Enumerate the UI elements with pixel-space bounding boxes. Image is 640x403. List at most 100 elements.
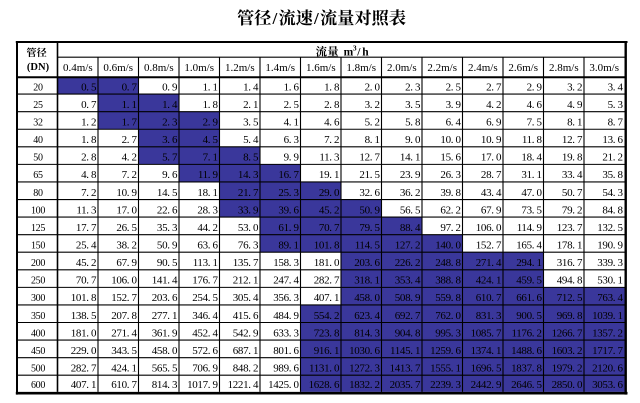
svg-text:388. 8: 388. 8 <box>435 275 461 287</box>
svg-text:3. 5: 3. 5 <box>405 99 421 111</box>
svg-text:452. 4: 452. 4 <box>192 327 218 339</box>
svg-text:623. 4: 623. 4 <box>354 310 380 322</box>
svg-text:9. 9: 9. 9 <box>284 152 300 164</box>
svg-text:50. 9: 50. 9 <box>157 240 178 252</box>
svg-text:610. 7: 610. 7 <box>111 379 137 391</box>
svg-text:67. 9: 67. 9 <box>481 204 502 216</box>
svg-text:152. 7: 152. 7 <box>476 240 502 252</box>
svg-text:40: 40 <box>33 135 43 146</box>
svg-text:3. 9: 3. 9 <box>446 99 462 111</box>
svg-text:1221. 4: 1221. 4 <box>228 379 259 391</box>
svg-text:50: 50 <box>33 153 43 164</box>
svg-text:79. 5: 79. 5 <box>359 222 380 234</box>
svg-text:62. 2: 62. 2 <box>440 204 460 216</box>
svg-text:3053. 6: 3053. 6 <box>592 379 623 391</box>
svg-text:25. 4: 25. 4 <box>76 240 97 252</box>
svg-text:(DN): (DN) <box>27 62 50 73</box>
svg-text:26. 5: 26. 5 <box>116 222 137 234</box>
svg-text:2239. 3: 2239. 3 <box>430 379 461 391</box>
svg-text:407. 1: 407. 1 <box>71 379 96 391</box>
svg-text:36. 2: 36. 2 <box>400 187 420 199</box>
svg-text:181. 0: 181. 0 <box>71 327 97 339</box>
svg-text:2. 8: 2. 8 <box>81 152 97 164</box>
svg-text:0.4m/s: 0.4m/s <box>63 62 93 74</box>
svg-text:282. 7: 282. 7 <box>71 363 97 375</box>
svg-text:4. 9: 4. 9 <box>567 99 583 111</box>
svg-text:1357. 2: 1357. 2 <box>592 327 623 339</box>
svg-text:814. 3: 814. 3 <box>354 327 380 339</box>
svg-text:3. 5: 3. 5 <box>243 117 259 129</box>
svg-text:35. 3: 35. 3 <box>157 222 178 234</box>
svg-text:1555. 1: 1555. 1 <box>430 363 461 375</box>
svg-text:2. 7: 2. 7 <box>122 134 138 146</box>
svg-text:530. 1: 530. 1 <box>597 275 622 287</box>
svg-text:11. 9: 11. 9 <box>198 169 219 181</box>
svg-text:1259. 6: 1259. 6 <box>430 345 461 357</box>
svg-text:28. 3: 28. 3 <box>197 204 218 216</box>
svg-text:31. 1: 31. 1 <box>521 169 541 181</box>
svg-text:247. 4: 247. 4 <box>273 275 299 287</box>
svg-text:19. 8: 19. 8 <box>562 152 583 164</box>
svg-text:1176. 2: 1176. 2 <box>512 327 542 339</box>
svg-text:135. 7: 135. 7 <box>233 257 259 269</box>
svg-text:4. 2: 4. 2 <box>122 152 137 164</box>
svg-text:989. 6: 989. 6 <box>273 363 299 375</box>
svg-text:76. 3: 76. 3 <box>238 240 259 252</box>
svg-text:181. 0: 181. 0 <box>314 257 340 269</box>
svg-text:2.2m/s: 2.2m/s <box>427 62 457 74</box>
svg-text:1979. 2: 1979. 2 <box>552 363 583 375</box>
svg-text:226. 2: 226. 2 <box>395 257 420 269</box>
svg-text:90. 5: 90. 5 <box>157 257 178 269</box>
svg-text:271. 4: 271. 4 <box>111 327 137 339</box>
svg-text:723. 8: 723. 8 <box>314 327 340 339</box>
svg-text:11. 3: 11. 3 <box>76 204 97 216</box>
svg-text:127. 2: 127. 2 <box>395 240 420 252</box>
svg-text:14. 5: 14. 5 <box>157 187 178 199</box>
svg-text:458. 0: 458. 0 <box>152 345 178 357</box>
svg-text:300: 300 <box>31 293 45 304</box>
svg-text:1603. 2: 1603. 2 <box>552 345 583 357</box>
svg-text:1425. 0: 1425. 0 <box>268 379 299 391</box>
svg-text:28. 7: 28. 7 <box>481 169 502 181</box>
svg-text:5. 3: 5. 3 <box>608 99 624 111</box>
svg-text:1. 4: 1. 4 <box>243 81 259 93</box>
svg-text:294. 1: 294. 1 <box>516 257 541 269</box>
svg-text:2. 3: 2. 3 <box>162 117 178 129</box>
svg-text:5. 7: 5. 7 <box>162 152 178 164</box>
svg-text:1628. 6: 1628. 6 <box>309 379 340 391</box>
svg-text:132. 5: 132. 5 <box>597 222 623 234</box>
svg-text:0. 5: 0. 5 <box>81 81 97 93</box>
svg-text:73. 5: 73. 5 <box>521 204 542 216</box>
svg-text:3. 4: 3. 4 <box>608 81 624 93</box>
svg-text:18. 1: 18. 1 <box>197 187 217 199</box>
svg-text:190. 9: 190. 9 <box>597 240 623 252</box>
svg-text:3: 3 <box>353 43 357 52</box>
svg-text:97. 2: 97. 2 <box>440 222 460 234</box>
svg-text:88. 4: 88. 4 <box>400 222 421 234</box>
svg-text:450: 450 <box>31 346 45 357</box>
svg-text:1266. 7: 1266. 7 <box>552 327 583 339</box>
svg-text:4. 5: 4. 5 <box>203 134 219 146</box>
svg-text:2120. 6: 2120. 6 <box>592 363 623 375</box>
svg-text:4. 8: 4. 8 <box>81 169 97 181</box>
svg-text:38. 2: 38. 2 <box>116 240 136 252</box>
svg-text:35. 8: 35. 8 <box>602 169 623 181</box>
svg-text:18. 4: 18. 4 <box>521 152 542 164</box>
svg-text:61. 9: 61. 9 <box>278 222 299 234</box>
svg-text:1.6m/s: 1.6m/s <box>306 62 336 74</box>
svg-text:572. 6: 572. 6 <box>192 345 218 357</box>
svg-text:248. 8: 248. 8 <box>435 257 461 269</box>
svg-text:565. 5: 565. 5 <box>152 363 178 375</box>
svg-text:3. 2: 3. 2 <box>567 81 582 93</box>
svg-text:1.8m/s: 1.8m/s <box>346 62 376 74</box>
svg-text:559. 8: 559. 8 <box>435 292 461 304</box>
svg-text:10. 9: 10. 9 <box>116 187 137 199</box>
svg-text:165. 4: 165. 4 <box>516 240 542 252</box>
svg-text:17. 7: 17. 7 <box>76 222 97 234</box>
svg-text:995. 3: 995. 3 <box>435 327 461 339</box>
svg-text:229. 0: 229. 0 <box>71 345 97 357</box>
svg-text:h: h <box>362 46 369 58</box>
svg-text:50. 7: 50. 7 <box>562 187 583 199</box>
svg-text:633. 3: 633. 3 <box>273 327 299 339</box>
svg-text:316. 7: 316. 7 <box>557 257 583 269</box>
